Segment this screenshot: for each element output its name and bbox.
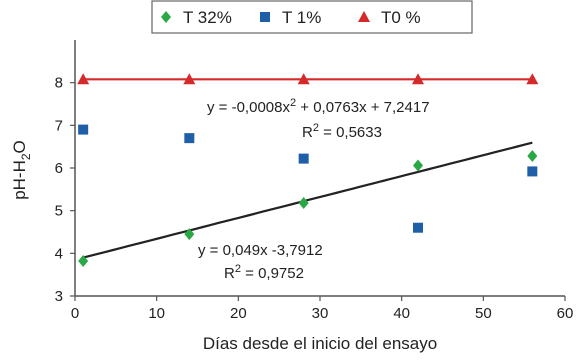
legend-label: T 1%	[282, 8, 321, 27]
point-square	[413, 222, 423, 233]
legend-box	[151, 0, 473, 34]
legend-marker-square	[260, 12, 270, 22]
point-triangle	[297, 73, 310, 85]
linear-trendline	[82, 141, 533, 259]
point-triangle	[77, 73, 90, 85]
point-diamond	[413, 159, 423, 172]
x-tick-label: 20	[230, 305, 247, 322]
legend-label: T0 %	[381, 8, 421, 27]
point-square	[78, 124, 89, 135]
legend: T 32% T 1% T0 %	[151, 0, 473, 34]
y-tick-label: 7	[55, 117, 63, 134]
linear-equation-label: y = 0,049x -3,7912	[198, 242, 323, 259]
y-tick-label: 3	[55, 288, 63, 305]
x-axis-title: Días desde el inicio del ensayo	[203, 334, 437, 353]
point-triangle	[526, 73, 539, 85]
y-tick-label: 4	[55, 245, 63, 262]
y-tick-label: 5	[55, 203, 63, 220]
x-tick-label: 40	[393, 305, 410, 322]
y-tick-label: 8	[55, 75, 63, 92]
legend-marker-diamond	[161, 11, 171, 23]
quadratic-r2-label: R2 = 0,5633	[302, 122, 382, 141]
x-tick-label: 60	[557, 305, 574, 322]
quadratic-equation-label: y = -0,0008x2 + 0,0763x + 7,2417	[207, 97, 430, 116]
x-tick-label: 10	[148, 305, 165, 322]
point-diamond	[298, 196, 309, 209]
x-tick-label: 30	[312, 305, 329, 322]
point-square	[298, 153, 309, 164]
point-triangle	[183, 73, 196, 85]
point-triangle	[412, 73, 424, 85]
point-diamond	[527, 150, 538, 163]
legend-label: T 32%	[183, 8, 232, 27]
x-tick-label: 0	[71, 305, 79, 322]
linear-r2-label: R2 = 0,9752	[224, 263, 304, 282]
x-tick-label: 50	[475, 305, 492, 322]
y-axis-title: pH-H2O	[10, 140, 33, 200]
point-diamond	[78, 255, 89, 268]
legend-marker-triangle	[358, 11, 370, 22]
point-square	[184, 133, 195, 144]
point-square	[527, 166, 538, 177]
y-tick-label: 6	[55, 160, 63, 177]
point-diamond	[184, 228, 195, 241]
